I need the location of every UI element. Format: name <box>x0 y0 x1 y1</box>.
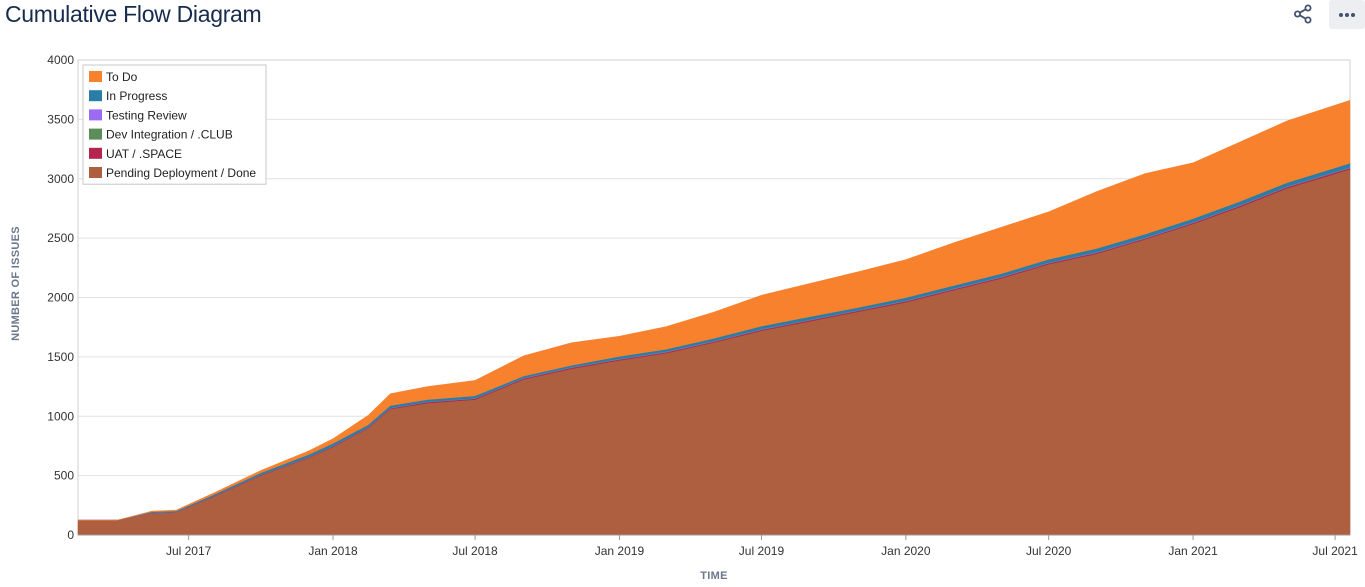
legend-swatch <box>89 71 102 82</box>
legend-item-in-progress[interactable]: In Progress <box>89 89 167 103</box>
series-areas <box>77 99 1351 536</box>
x-axis-title: TIME <box>700 570 727 582</box>
area-to-do <box>78 99 1351 521</box>
legend-label: Dev Integration / .CLUB <box>106 128 233 142</box>
legend-swatch <box>89 128 102 140</box>
x-tick-label: Jul 2017 <box>166 544 212 558</box>
legend-swatch <box>89 167 102 178</box>
x-tick-label: Jan 2020 <box>881 544 931 558</box>
x-tick-label: Jul 2018 <box>452 544 498 558</box>
y-tick-label: 3500 <box>47 112 74 126</box>
legend-label: Testing Review <box>106 108 187 122</box>
page-title: Cumulative Flow Diagram <box>5 1 262 27</box>
legend-swatch <box>89 147 102 159</box>
legend-label: Pending Deployment / Done <box>106 166 256 180</box>
x-tick-label: Jul 2021 <box>1312 544 1358 558</box>
x-tick-label: Jan 2019 <box>595 544 645 558</box>
legend-item-testing-review[interactable]: Testing Review <box>89 108 187 122</box>
y-tick-label: 2000 <box>47 291 74 305</box>
y-tick-label: 2500 <box>47 231 74 245</box>
legend-swatch <box>89 90 102 102</box>
legend-swatch <box>89 109 102 121</box>
legend[interactable]: To Do In Progress Testing Review Dev Integr… <box>82 64 267 185</box>
y-tick-label: 1000 <box>47 409 74 423</box>
x-tick-label: Jan 2021 <box>1168 544 1218 558</box>
more-options-button[interactable] <box>1329 0 1365 29</box>
y-tick-label: 500 <box>54 469 74 483</box>
y-tick-label: 3000 <box>47 172 74 186</box>
share-icon <box>1294 4 1312 24</box>
share-button[interactable] <box>1288 1 1318 27</box>
legend-item-pending-deployment-done[interactable]: Pending Deployment / Done <box>89 166 256 180</box>
legend-item-dev-integration-club[interactable]: Dev Integration / .CLUB <box>89 128 233 142</box>
legend-label: To Do <box>106 70 138 84</box>
legend-box <box>82 64 267 185</box>
legend-label: UAT / .SPACE <box>106 147 182 161</box>
x-tick-label: Jul 2019 <box>739 544 785 558</box>
y-tick-label: 4000 <box>47 53 74 67</box>
y-tick-label: 1500 <box>47 350 74 364</box>
legend-item-to-do[interactable]: To Do <box>89 70 138 84</box>
x-tick-label: Jan 2018 <box>308 544 358 558</box>
y-axis-title: NUMBER OF ISSUES <box>10 226 22 341</box>
legend-item-uat-space[interactable]: UAT / .SPACE <box>89 147 182 161</box>
legend-label: In Progress <box>106 89 167 103</box>
y-tick-label: 0 <box>67 528 74 542</box>
x-tick-label: Jul 2020 <box>1026 544 1072 558</box>
axes: 0 500 1000 1500 2000 2500 3000 3500 4000 Jul 2017… <box>47 53 1358 558</box>
more-horizontal-icon <box>1339 12 1355 17</box>
